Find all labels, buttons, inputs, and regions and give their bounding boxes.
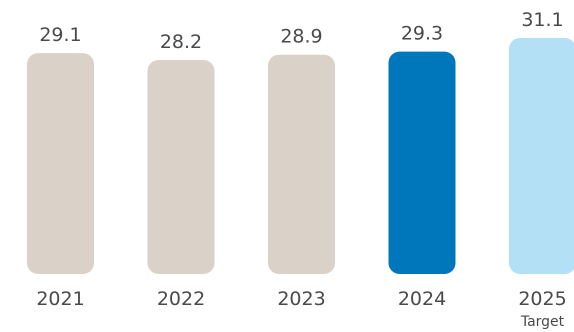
- category-label-2024: 2024: [398, 288, 446, 310]
- value-labels-layer: 29.1 28.2 28.9 29.3 31.1: [39, 9, 563, 53]
- category-label-2021: 2021: [36, 288, 84, 310]
- category-label-2022: 2022: [157, 288, 205, 310]
- value-label-2023: 28.9: [280, 26, 322, 48]
- category-sublabel-2025: Target: [520, 314, 565, 330]
- bar-2023: [268, 54, 335, 274]
- bar-2021: [27, 53, 94, 274]
- category-labels-layer: 2021 2022 2023 2024 2025 Target: [36, 288, 566, 330]
- value-label-2021: 29.1: [39, 24, 81, 46]
- value-label-2022: 28.2: [160, 31, 202, 53]
- bars-layer: [27, 38, 574, 274]
- category-label-2023: 2023: [277, 288, 325, 310]
- category-label-2025: 2025: [518, 288, 566, 310]
- bar-2024: [388, 51, 456, 274]
- value-label-2024: 29.3: [401, 23, 443, 45]
- bar-2022: [147, 60, 215, 274]
- value-label-2025: 31.1: [521, 9, 563, 31]
- bar-2025: [509, 38, 574, 274]
